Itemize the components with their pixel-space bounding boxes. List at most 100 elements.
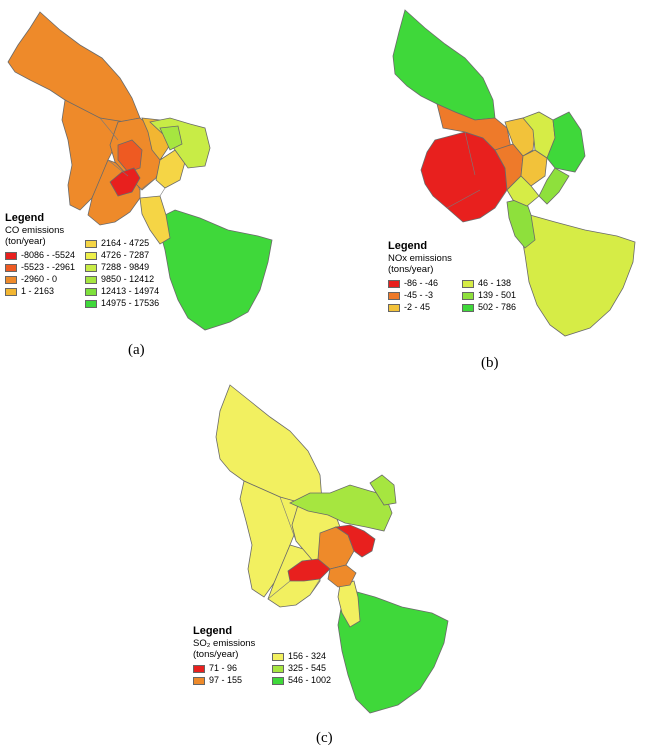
map-a-region-core-1: [117, 139, 143, 173]
map-a-legend-subtitle-2: (ton/year): [5, 236, 46, 247]
legend-label: -2960 - 0: [21, 274, 58, 284]
legend-swatch: [193, 664, 205, 673]
map-a-region-core-2: [109, 167, 141, 197]
legend-item: 502 - 786: [462, 302, 516, 313]
legend-item: 71 - 96: [193, 663, 242, 674]
legend-label: 156 - 324: [288, 651, 327, 661]
map-c-region-red-east: [334, 524, 376, 558]
legend-swatch: [462, 291, 475, 300]
legend-swatch: [388, 303, 400, 312]
legend-swatch: [85, 239, 98, 248]
legend-label: 9850 - 12412: [101, 274, 155, 284]
legend-label: 325 - 545: [288, 663, 327, 673]
legend-swatch: [5, 287, 17, 296]
legend-label: 4726 - 7287: [101, 250, 150, 260]
legend-item: -5523 - -2961: [5, 262, 75, 273]
map-b-legend-subtitle-1: NOx emissions: [388, 253, 452, 264]
legend-swatch: [272, 676, 285, 685]
map-c-region-northwest: [215, 384, 323, 504]
map-b-caption: (b): [481, 355, 499, 371]
legend-label: -5523 - -2961: [21, 262, 76, 272]
map-c-region-orange-south: [327, 564, 357, 588]
legend-item: 4726 - 7287: [85, 250, 159, 261]
legend-item: 14975 - 17536: [85, 298, 159, 309]
legend-item: 139 - 501: [462, 290, 516, 301]
nox-emissions-map: [392, 9, 636, 337]
map-a-region-connector: [139, 195, 171, 245]
map-b-legend-title: Legend: [388, 240, 428, 252]
legend-label: -45 - -3: [404, 290, 434, 300]
legend-swatch: [462, 279, 475, 288]
legend-item: -2 - 45: [388, 302, 438, 313]
map-b-legend-subtitle-2: (tons/year): [388, 264, 434, 275]
legend-swatch: [85, 251, 98, 260]
legend-item: 9850 - 12412: [85, 274, 159, 285]
legend-item: -45 - -3: [388, 290, 438, 301]
legend-item: 7288 - 9849: [85, 262, 159, 273]
legend-item: 1 - 2163: [5, 286, 75, 297]
map-c-legend-subtitle-2: (tons/year): [193, 649, 239, 660]
legend-swatch: [85, 263, 98, 272]
legend-swatch: [5, 275, 17, 284]
legend-item: 97 - 155: [193, 675, 242, 686]
legend-label: 502 - 786: [478, 302, 517, 312]
map-b-legend: Legend NOx emissions (tons/year) -86 - -…: [388, 240, 516, 313]
map-c-region-northeast-1: [289, 484, 393, 532]
legend-label: 12413 - 14974: [101, 286, 160, 296]
legend-swatch: [272, 652, 285, 661]
legend-label: 14975 - 17536: [101, 298, 160, 308]
map-b-region-east-3: [538, 167, 570, 205]
legend-label: 7288 - 9849: [101, 262, 150, 272]
map-a-legend-title: Legend: [5, 212, 45, 224]
legend-label: 1 - 2163: [21, 286, 55, 296]
legend-item: -2960 - 0: [5, 274, 75, 285]
legend-swatch: [85, 287, 98, 296]
map-c-legend-col-1: 71 - 96 97 - 155: [193, 663, 242, 686]
map-c-region-connector: [337, 580, 361, 628]
map-b-legend-col-2: 46 - 138 139 - 501 502 - 786: [462, 278, 516, 313]
legend-label: 139 - 501: [478, 290, 517, 300]
map-a-legend: Legend CO emissions (ton/year) -8086 - -…: [5, 212, 159, 309]
co-emissions-map: [7, 11, 273, 331]
map-c-region-southeast: [337, 589, 449, 714]
legend-swatch: [5, 263, 17, 272]
legend-label: 97 - 155: [209, 675, 243, 685]
legend-swatch: [462, 303, 475, 312]
map-b-region-southeast: [520, 214, 636, 337]
legend-item: 12413 - 14974: [85, 286, 159, 297]
legend-label: 2164 - 4725: [101, 238, 150, 248]
map-b-region-northwest: [392, 9, 496, 121]
legend-swatch: [193, 676, 205, 685]
map-b-legend-col-1: -86 - -46 -45 - -3 -2 - 45: [388, 278, 438, 313]
legend-item: 156 - 324: [272, 651, 331, 662]
legend-item: 46 - 138: [462, 278, 516, 289]
legend-label: 71 - 96: [209, 663, 238, 673]
legend-swatch: [85, 275, 98, 284]
legend-label: -2 - 45: [404, 302, 431, 312]
legend-item: 2164 - 4725: [85, 238, 159, 249]
legend-swatch: [388, 279, 400, 288]
legend-item: -8086 - -5524: [5, 250, 75, 261]
map-a-region-northeast-2: [159, 125, 183, 151]
legend-item: 546 - 1002: [272, 675, 331, 686]
map-c-legend-col-2: 156 - 324 325 - 545 546 - 1002: [272, 651, 331, 686]
map-a-legend-col-1: -8086 - -5524 -5523 - -2961 -2960 - 0 1 …: [5, 250, 75, 309]
legend-item: 325 - 545: [272, 663, 331, 674]
legend-label: 46 - 138: [478, 278, 512, 288]
legend-swatch: [5, 251, 17, 260]
legend-label: -8086 - -5524: [21, 250, 76, 260]
map-c-legend: Legend SO₂ emissions (tons/year) 71 - 96…: [193, 625, 331, 686]
map-a-region-southeast: [159, 209, 273, 331]
legend-item: -86 - -46: [388, 278, 438, 289]
map-c-legend-title: Legend: [193, 625, 233, 637]
legend-label: 546 - 1002: [288, 675, 332, 685]
legend-swatch: [272, 664, 285, 673]
legend-swatch: [85, 299, 98, 308]
map-c-region-northeast-2: [369, 474, 397, 506]
so2-emissions-map: [215, 384, 449, 714]
legend-swatch: [388, 291, 400, 300]
map-c-caption: (c): [316, 730, 333, 746]
map-b-region-northeast-2: [546, 111, 586, 173]
map-a-legend-col-2: 2164 - 4725 4726 - 7287 7288 - 9849 9850…: [85, 238, 159, 309]
legend-label: -86 - -46: [404, 278, 439, 288]
